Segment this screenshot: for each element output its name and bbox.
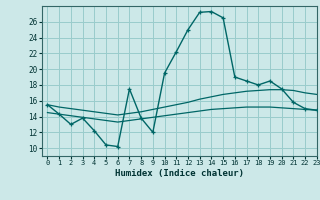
- X-axis label: Humidex (Indice chaleur): Humidex (Indice chaleur): [115, 169, 244, 178]
